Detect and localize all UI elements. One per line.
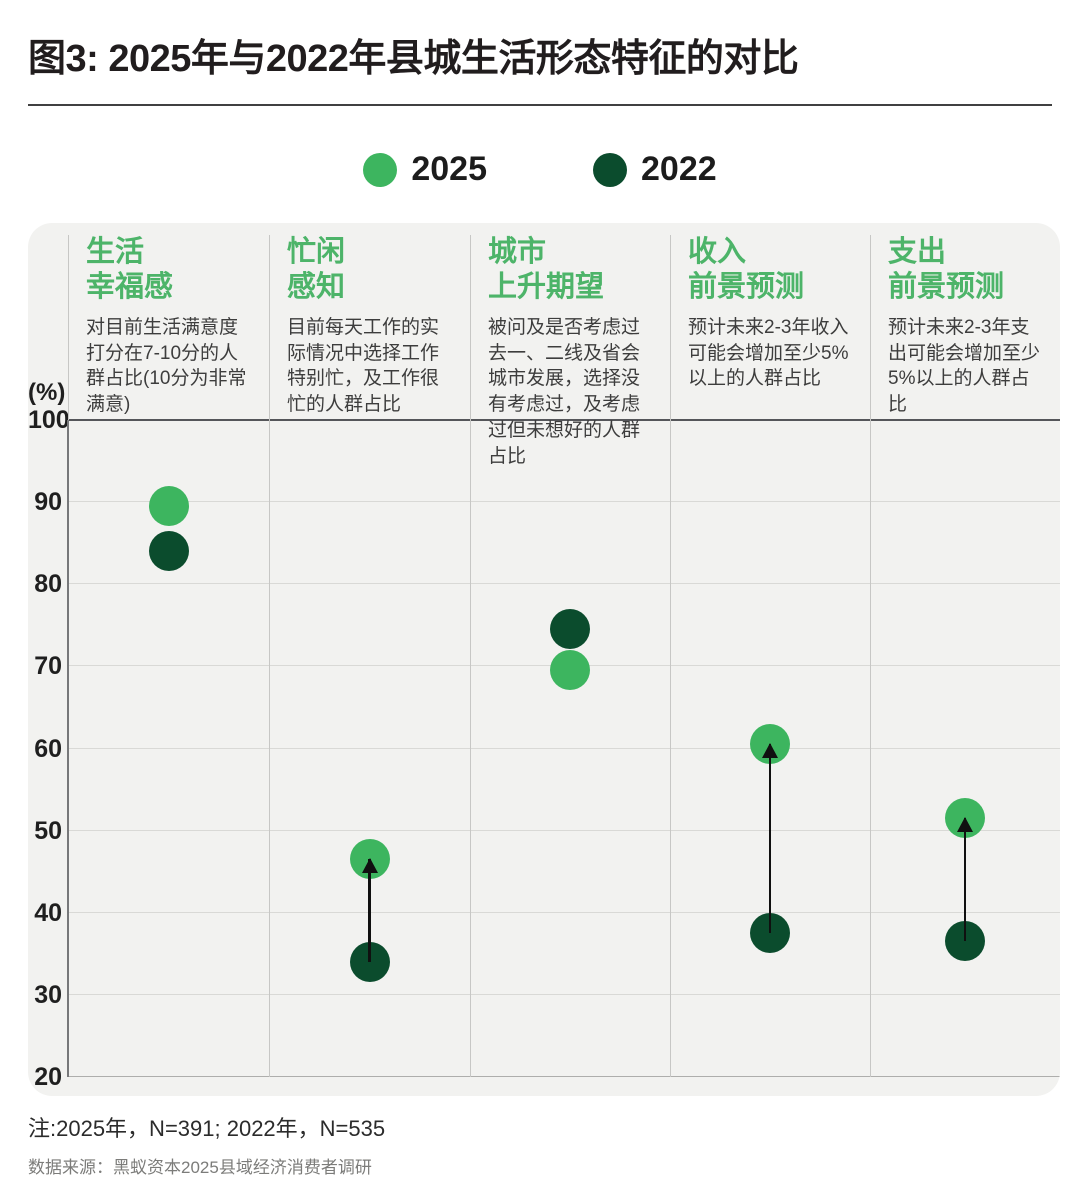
grid-line-y-40: [68, 911, 1060, 913]
grid-line-y-90: [68, 501, 1060, 503]
grid-line-y-60: [68, 747, 1060, 749]
column-description: 对目前生活满意度打分在7-10分的人群占比(10分为非常满意): [86, 316, 247, 416]
column-description: 被问及是否考虑过去一、二线及省会城市发展，选择没有考虑过，及考虑过但未想好的人群…: [488, 316, 641, 467]
legend-label-2022: 2022: [641, 150, 717, 188]
data-point-2025: [148, 486, 189, 527]
column-header-2: 忙闲 感知目前每天工作的实际情况中选择工作特别忙，及工作很忙的人群占比: [269, 235, 470, 418]
column-separator-1: [269, 235, 270, 1077]
y-axis-line: [67, 420, 69, 1077]
y-axis-label-30: 30: [34, 980, 62, 1009]
figure-title: 图3: 2025年与2022年县城生活形态特征的对比: [28, 38, 799, 80]
legend-item-2022: 2022: [593, 150, 717, 189]
y-axis-label-60: 60: [34, 734, 62, 763]
data-point-2025: [550, 650, 590, 691]
chart-panel: (%) 100 90 80 70 60 50 40 30 20 生活 幸福感对目前生活满意度打分在7…: [28, 223, 1060, 1096]
column-header-5: 支出 前景预测预计未来2-3年支出可能会增加至少5%以上的人群占比: [870, 235, 1060, 418]
column-header-1: 生活 幸福感对目前生活满意度打分在7-10分的人群占比(10分为非常满意): [68, 235, 269, 418]
legend-swatch-2025-icon: [363, 152, 398, 187]
column-description: 预计未来2-3年收入可能会增加至少5%以上的人群占比: [688, 316, 849, 390]
column-title: 生活 幸福感: [86, 236, 174, 304]
grid-line-y-30: [68, 993, 1060, 995]
column-description: 预计未来2-3年支出可能会增加至少5%以上的人群占比: [888, 316, 1041, 416]
y-axis-label-20: 20: [34, 1063, 62, 1091]
column-header-3: 城市 上升期望被问及是否考虑过去一、二线及省会城市发展，选择没有考虑过，及考虑过…: [470, 235, 670, 470]
column-header-4: 收入 前景预测预计未来2-3年收入可能会增加至少5%以上的人群占比: [670, 235, 870, 392]
legend-swatch-2022-icon: [593, 152, 627, 187]
trend-arrow-line: [963, 818, 967, 942]
trend-arrow-line: [368, 859, 371, 963]
column-separator-4: [870, 235, 871, 1077]
y-axis-label-100: 100: [28, 406, 70, 434]
column-separator-3: [670, 235, 671, 1077]
data-source-note: 数据来源：黑蚁资本2025县域经济消费者调研: [28, 1158, 372, 1177]
column-title: 城市 上升期望: [488, 236, 605, 304]
grid-line-y-50: [68, 829, 1060, 831]
y-axis-label-90: 90: [34, 488, 62, 517]
legend-label-2025: 2025: [411, 150, 487, 188]
y-axis-label-70: 70: [34, 652, 62, 681]
sample-size-note: 注:2025年，N=391; 2022年，N=535: [28, 1116, 386, 1141]
trend-arrow-head-icon: [957, 817, 973, 833]
y-axis-unit-label: (%): [28, 379, 66, 406]
data-point-2022: [550, 609, 590, 650]
data-point-2022: [148, 531, 189, 572]
column-description: 目前每天工作的实际情况中选择工作特别忙，及工作很忙的人群占比: [287, 316, 440, 416]
trend-arrow-head-icon: [361, 858, 378, 874]
y-axis-label-80: 80: [34, 570, 62, 599]
legend: 2025 2022: [0, 150, 1080, 189]
grid-line-y-80: [68, 583, 1060, 585]
trend-arrow-head-icon: [762, 743, 778, 759]
column-title: 忙闲 感知: [287, 236, 346, 304]
title-divider: [28, 104, 1052, 106]
grid-line-y-100: [68, 419, 1060, 421]
legend-item-2025: 2025: [363, 150, 487, 189]
column-title: 支出 前景预测: [888, 236, 1005, 304]
y-axis-label-40: 40: [34, 898, 62, 927]
column-separator-2: [470, 235, 471, 1077]
y-axis-label-50: 50: [34, 816, 62, 845]
column-title: 收入 前景预测: [688, 236, 805, 304]
trend-arrow-line: [768, 744, 772, 934]
grid-line-y-20: [68, 1076, 1060, 1077]
